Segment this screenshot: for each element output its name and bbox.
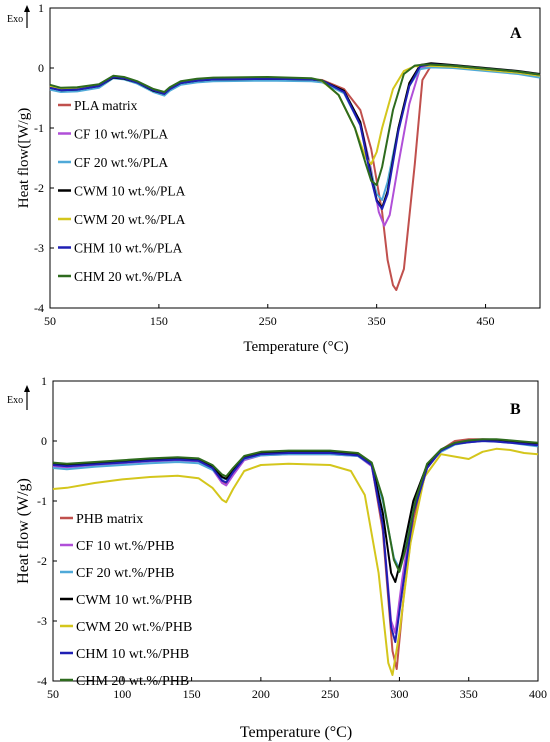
- x-tick-label: 100: [113, 687, 131, 701]
- x-tick-label: 50: [44, 314, 56, 328]
- series-line-chm-10-wt-phb: [52, 440, 539, 643]
- y-tick-label: 1: [38, 1, 44, 15]
- exo-arrow-icon: [24, 385, 30, 410]
- series-line-chm-20-wt-pla: [49, 63, 541, 186]
- legend-label: CWM 20 wt.%/PLA: [74, 212, 186, 227]
- legend-label: CHM 20 wt.%/PHB: [76, 674, 189, 689]
- x-tick-label: 300: [390, 687, 408, 701]
- x-axis-title-b: Temperature (°C): [240, 724, 352, 741]
- x-axis-title-a: Temperature (°C): [243, 339, 348, 355]
- x-tick-label: 250: [259, 314, 277, 328]
- panel-label-a: A: [510, 25, 522, 42]
- legend-label: CHM 10 wt.%/PLA: [74, 241, 183, 256]
- legend-label: CF 10 wt.%/PHB: [76, 539, 174, 554]
- x-tick-label: 250: [321, 687, 339, 701]
- y-tick-label: -2: [34, 181, 44, 195]
- x-tick-label: 350: [368, 314, 386, 328]
- series-lines-a: [49, 62, 541, 291]
- plot-area-a: [49, 7, 541, 309]
- x-tick-label: 200: [252, 687, 270, 701]
- legend-label: CWM 20 wt.%/PHB: [76, 620, 192, 635]
- y-axis-title-a: Heat flow([W/g): [16, 108, 32, 208]
- x-tick-label: 150: [183, 687, 201, 701]
- exo-arrow-icon: [24, 5, 30, 28]
- panel-label-b: B: [510, 401, 521, 418]
- y-tick-label: 0: [41, 434, 47, 448]
- series-line-cwm-10-wt-phb: [52, 438, 539, 583]
- legend-label: CWM 10 wt.%/PLA: [74, 184, 186, 199]
- legend-label: CF 20 wt.%/PHB: [76, 566, 174, 581]
- legend-label: CHM 20 wt.%/PLA: [74, 269, 183, 284]
- y-tick-label: -1: [37, 494, 47, 508]
- legend-b: PHB matrix CF 10 wt.%/PHB CF 20 wt.%/PHB CW…: [60, 512, 192, 689]
- x-tick-label: 450: [477, 314, 495, 328]
- legend-a: PLA matrix CF 10 wt.%/PLA CF 20 wt.%/PLA CW…: [58, 98, 186, 284]
- legend-label: CWM 10 wt.%/PHB: [76, 593, 192, 608]
- series-line-cwm-20-wt-phb: [52, 447, 539, 676]
- axis-ticks-b: 50 100 150 200 250 300 350 400 1 0 -1 -2 -3 -4: [37, 374, 547, 701]
- y-tick-label: -4: [34, 301, 44, 315]
- x-tick-label: 350: [460, 687, 478, 701]
- y-tick-label: 0: [38, 61, 44, 75]
- y-tick-label: -1: [34, 121, 44, 135]
- axis-ticks-a: 50 150 250 350 450 1 0 -1 -2 -3 -4: [34, 1, 495, 328]
- series-line-chm-20-wt-phb: [52, 438, 539, 573]
- y-tick-label: -3: [37, 614, 47, 628]
- x-tick-label: 150: [150, 314, 168, 328]
- y-axis-title-b: Heat flow (W/g): [15, 478, 32, 584]
- y-tick-label: 1: [41, 374, 47, 388]
- series-lines-b: [52, 438, 539, 676]
- exo-label-b: Exo: [7, 395, 23, 406]
- x-tick-label: 50: [47, 687, 59, 701]
- plot-area-b: [52, 380, 539, 682]
- legend-label: CHM 10 wt.%/PHB: [76, 647, 189, 662]
- y-tick-label: -4: [37, 674, 47, 688]
- exo-label-a: Exo: [7, 14, 23, 25]
- y-tick-label: -2: [37, 554, 47, 568]
- series-line-cf-10-wt-pla: [49, 64, 541, 227]
- panel-a: 50 150 250 350 450 1 0 -1 -2 -3 -4 Exo A Temperatu…: [7, 1, 541, 355]
- x-tick-label: 400: [529, 687, 547, 701]
- legend-label: PLA matrix: [74, 98, 138, 113]
- y-tick-label: -3: [34, 241, 44, 255]
- legend-label: CF 10 wt.%/PLA: [74, 127, 168, 142]
- legend-label: PHB matrix: [76, 512, 143, 527]
- legend-label: CF 20 wt.%/PLA: [74, 155, 168, 170]
